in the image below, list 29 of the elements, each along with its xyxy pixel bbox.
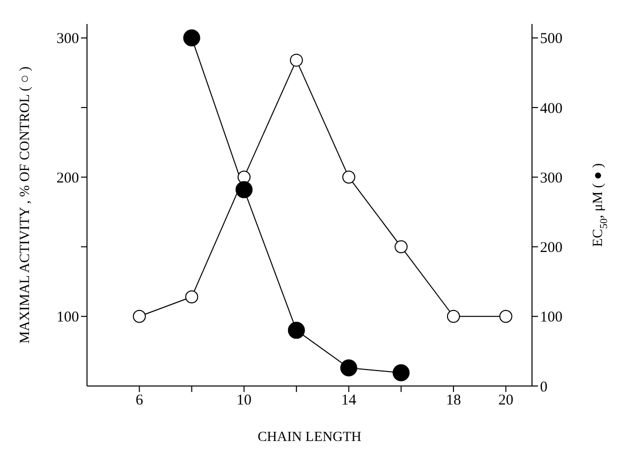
x-tick-label: 10 [236, 392, 252, 409]
point [340, 359, 358, 376]
point [236, 181, 253, 198]
y-axis-title: MAXIMAL ACTIVITY , % OF CONTROL ( ○ ) [18, 66, 34, 344]
point [446, 310, 460, 323]
point [290, 54, 303, 67]
point [288, 322, 305, 339]
point [342, 170, 356, 184]
x-tick-label: 20 [498, 392, 514, 409]
y2-tick-label: 0 [540, 379, 548, 396]
y2-tick-label: 200 [540, 240, 562, 256]
point [185, 290, 198, 304]
x-tick-label: 14 [341, 392, 357, 409]
point [132, 310, 146, 323]
y2-tick-label: 500 [540, 31, 562, 48]
point [394, 240, 408, 254]
y2-tick-label: 400 [540, 100, 562, 117]
x-tick-label: 6 [136, 392, 144, 409]
y-tick-label: 200 [56, 170, 79, 186]
point [499, 310, 512, 323]
x-axis-title: CHAIN LENGTH [258, 430, 362, 445]
y2-tick-label: 100 [540, 310, 562, 326]
point [183, 29, 200, 46]
y2-tick-label: 300 [540, 170, 562, 186]
y-tick-label: 300 [56, 31, 79, 48]
y-tick-label: 100 [56, 310, 79, 326]
x-tick-label: 18 [446, 392, 461, 409]
point [392, 364, 410, 382]
point [238, 170, 251, 184]
